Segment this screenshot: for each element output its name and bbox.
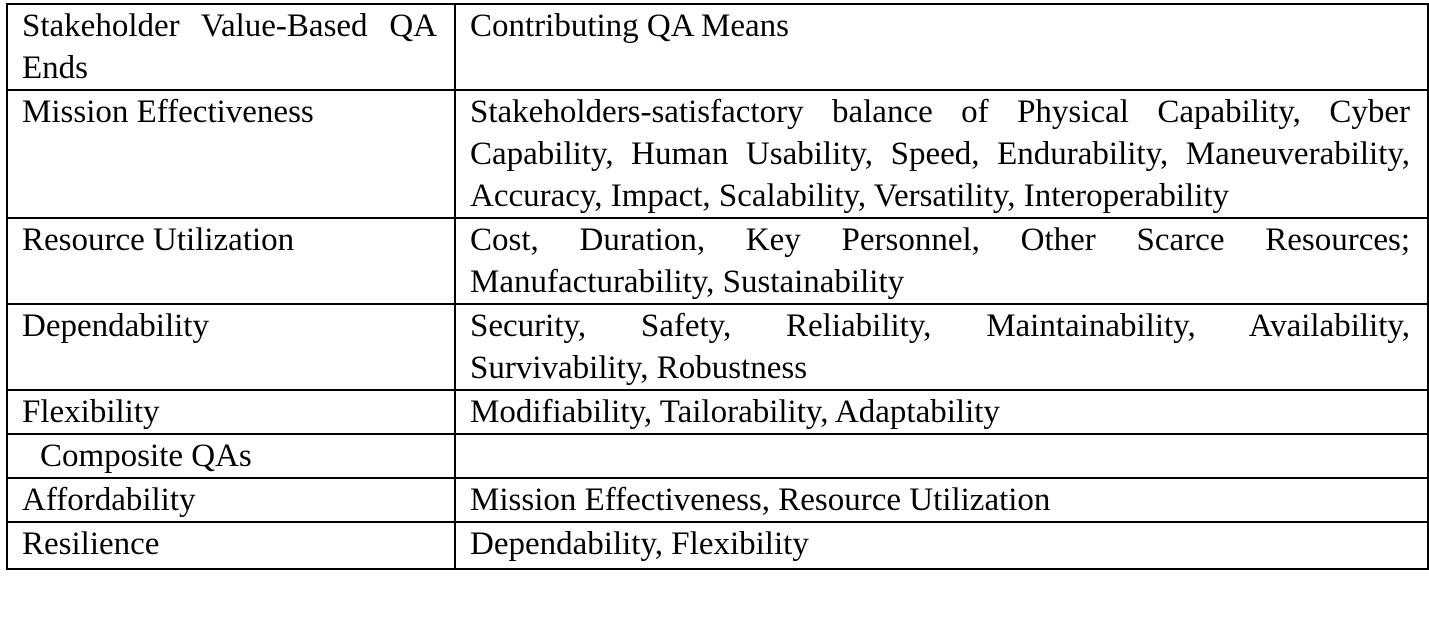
qa-end-cell: Resource Utilization: [6, 217, 456, 305]
qa-means-cell: Modifiability, Tailorability, Adaptabili…: [454, 389, 1429, 435]
qa-end-cell: Affordability: [6, 477, 456, 523]
qa-means-cell: Security, Safety, Reliability, Maintaina…: [454, 303, 1429, 391]
qa-means-cell: Stakeholders-satisfactory balance of Phy…: [454, 89, 1429, 219]
composite-heading-row: Composite QAs: [6, 433, 1429, 479]
qa-means-cell: Mission Effectiveness, Resource Utilizat…: [454, 477, 1429, 523]
qa-end-cell: Resilience: [6, 521, 456, 570]
qa-end-cell: Mission Effectiveness: [6, 89, 456, 219]
qa-means-cell: Dependability, Flexibility: [454, 521, 1429, 570]
empty-cell: [454, 433, 1429, 479]
table-header-row: Stakeholder Value-Based QA Ends Contribu…: [6, 3, 1429, 91]
table-row: Mission Effectiveness Stakeholders-satis…: [6, 89, 1429, 219]
header-ends-cell: Stakeholder Value-Based QA Ends: [6, 3, 456, 91]
table-row: Dependability Security, Safety, Reliabil…: [6, 303, 1429, 391]
qa-table: Stakeholder Value-Based QA Ends Contribu…: [6, 3, 1429, 570]
table-row: Flexibility Modifiability, Tailorability…: [6, 389, 1429, 435]
header-means-cell: Contributing QA Means: [454, 3, 1429, 91]
composite-heading-cell: Composite QAs: [6, 433, 456, 479]
qa-end-cell: Dependability: [6, 303, 456, 391]
qa-end-cell: Flexibility: [6, 389, 456, 435]
table-row: Affordability Mission Effectiveness, Res…: [6, 477, 1429, 523]
table-row: Resilience Dependability, Flexibility: [6, 521, 1429, 570]
qa-means-cell: Cost, Duration, Key Personnel, Other Sca…: [454, 217, 1429, 305]
table-row: Resource Utilization Cost, Duration, Key…: [6, 217, 1429, 305]
